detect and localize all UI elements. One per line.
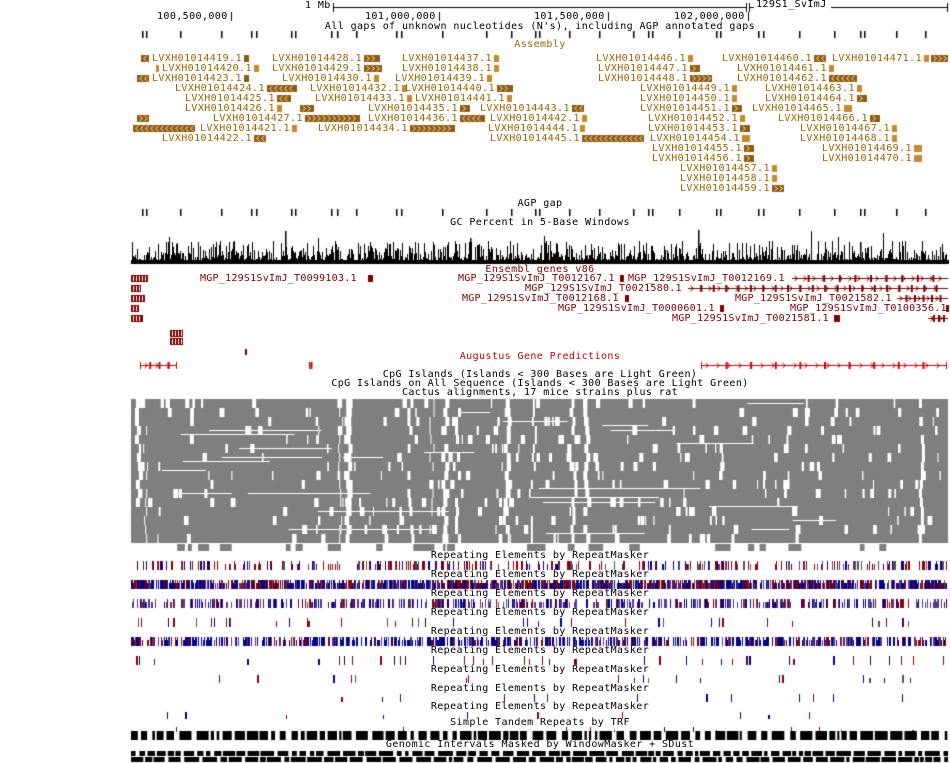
- track-title-ensembl[interactable]: Ensembl genes v86: [485, 264, 595, 275]
- track-title-augustus[interactable]: Augustus Gene Predictions: [459, 351, 621, 362]
- track-title-gaps[interactable]: All gaps of unknown nucleotides (N's), i…: [324, 21, 756, 32]
- gene-label[interactable]: MGP_129S1SvImJ_T0012167.1: [458, 273, 615, 284]
- contig-label[interactable]: LVXH01014449.1: [640, 83, 730, 94]
- track-title-windowmasker[interactable]: Genomic Intervals Masked by WindowMasker…: [385, 739, 695, 750]
- contig-label[interactable]: LVXH01014453.1: [648, 123, 738, 134]
- gene-label[interactable]: MGP_129S1SvImJ_T0012169.1: [628, 273, 785, 284]
- contig-label[interactable]: LVXH01014467.1: [800, 123, 890, 134]
- contig-label[interactable]: LVXH01014464.1: [765, 93, 855, 104]
- contig-label[interactable]: LVXH01014456.1: [652, 153, 742, 164]
- track-title-assembly[interactable]: Assembly: [514, 39, 566, 50]
- contig-label[interactable]: LVXH01014426.1: [185, 103, 275, 114]
- track-title-repeatmasker-4[interactable]: Repeating Elements by RepeatMasker: [430, 607, 650, 618]
- contig-label[interactable]: LVXH01014448.1: [598, 73, 688, 84]
- gene-label[interactable]: MGP_129S1SvImJ_T0021580.1: [525, 283, 682, 294]
- contig-label[interactable]: LVXH01014469.1: [822, 143, 912, 154]
- contig-label[interactable]: LVXH01014419.1: [152, 53, 242, 64]
- contig-label[interactable]: LVXH01014460.1: [722, 53, 812, 64]
- gene-label[interactable]: MGP_129S1SvImJ_T0100356.1: [790, 303, 947, 314]
- contig-label[interactable]: LVXH01014427.1: [213, 113, 303, 124]
- contig-label[interactable]: LVXH01014462.1: [737, 73, 827, 84]
- contig-label[interactable]: LVXH01014447.1: [598, 63, 688, 74]
- contig-label[interactable]: LVXH01014470.1: [822, 153, 912, 164]
- contig-label[interactable]: LVXH01014458.1: [680, 173, 770, 184]
- track-title-trf[interactable]: Simple Tandem Repeats by TRF: [450, 717, 630, 728]
- coordinate-label: 101,000,000: [365, 11, 436, 22]
- contig-label[interactable]: LVXH01014424.1: [175, 83, 265, 94]
- gene-label[interactable]: MGP_129S1SvImJ_T0099103.1: [200, 273, 357, 284]
- contig-label[interactable]: LVXH01014451.1: [640, 103, 730, 114]
- contig-label[interactable]: LVXH01014441.1: [415, 93, 505, 104]
- track-title-cpg-islands[interactable]: CpG Islands (Islands < 300 Bases are Lig…: [382, 369, 698, 380]
- contig-label[interactable]: LVXH01014461.1: [737, 63, 827, 74]
- contig-label[interactable]: LVXH01014430.1: [282, 73, 372, 84]
- track-title-repeatmasker-7[interactable]: Repeating Elements by RepeatMasker: [430, 664, 650, 675]
- contig-label[interactable]: LVXH01014422.1: [162, 133, 252, 144]
- contig-label[interactable]: LVXH01014452.1: [648, 113, 738, 124]
- contig-label[interactable]: LVXH01014463.1: [765, 83, 855, 94]
- contig-label[interactable]: LVXH01014421.1: [200, 123, 290, 134]
- track-title-repeatmasker-5[interactable]: Repeating Elements by RepeatMasker: [430, 626, 650, 637]
- gene-label[interactable]: MGP_129S1SvImJ_T0000601.1: [558, 303, 715, 314]
- contig-label[interactable]: LVXH01014444.1: [488, 123, 578, 134]
- contig-label[interactable]: LVXH01014454.1: [650, 133, 740, 144]
- contig-label[interactable]: LVXH01014433.1: [315, 93, 405, 104]
- gene-label[interactable]: MGP_129S1SvImJ_T0021581.1: [672, 313, 829, 324]
- contig-label[interactable]: LVXH01014455.1: [652, 143, 742, 154]
- contig-label[interactable]: LVXH01014425.1: [185, 93, 275, 104]
- contig-label[interactable]: LVXH01014471.1: [832, 53, 922, 64]
- contig-label[interactable]: LVXH01014420.1: [162, 63, 252, 74]
- contig-label[interactable]: LVXH01014440.1: [405, 83, 495, 94]
- track-title-repeatmasker-9[interactable]: Repeating Elements by RepeatMasker: [430, 701, 650, 712]
- contig-label[interactable]: LVXH01014432.1: [310, 83, 400, 94]
- contig-label[interactable]: LVXH01014437.1: [402, 53, 492, 64]
- contig-label[interactable]: LVXH01014445.1: [490, 133, 580, 144]
- contig-label[interactable]: LVXH01014450.1: [640, 93, 730, 104]
- contig-label[interactable]: LVXH01014434.1: [318, 123, 408, 134]
- gene-label[interactable]: MGP_129S1SvImJ_T0021582.1: [735, 293, 892, 304]
- contig-label[interactable]: LVXH01014428.1: [272, 53, 362, 64]
- coordinate-label: 102,000,000: [674, 11, 745, 22]
- scale-label: 1 Mb: [305, 0, 331, 11]
- contig-label[interactable]: LVXH01014443.1: [480, 103, 570, 114]
- coordinate-label: 100,500,000: [157, 11, 228, 22]
- track-title-cactus[interactable]: Cactus alignments, 17 mice strains plus …: [401, 387, 679, 398]
- track-title-gc-percent[interactable]: GC Percent in 5-Base Windows: [450, 217, 630, 228]
- track-title-cpg-all-seq[interactable]: CpG Islands on All Sequence (Islands < 3…: [331, 378, 749, 389]
- contig-label[interactable]: LVXH01014457.1: [680, 163, 770, 174]
- contig-label[interactable]: LVXH01014446.1: [596, 53, 686, 64]
- contig-label[interactable]: LVXH01014466.1: [778, 113, 868, 124]
- contig-label[interactable]: LVXH01014435.1: [368, 103, 458, 114]
- contig-label[interactable]: LVXH01014439.1: [395, 73, 485, 84]
- track-title-agp-gap[interactable]: AGP gap: [517, 198, 563, 209]
- contig-label[interactable]: LVXH01014429.1: [272, 63, 362, 74]
- contig-label[interactable]: LVXH01014438.1: [402, 63, 492, 74]
- track-title-repeatmasker-8[interactable]: Repeating Elements by RepeatMasker: [430, 683, 650, 694]
- track-title-repeatmasker-2[interactable]: Repeating Elements by RepeatMasker: [430, 569, 650, 580]
- gene-label[interactable]: MGP_129S1SvImJ_T0012168.1: [462, 293, 619, 304]
- track-title-repeatmasker-6[interactable]: Repeating Elements by RepeatMasker: [430, 645, 650, 656]
- contig-label[interactable]: LVXH01014442.1: [490, 113, 580, 124]
- contig-label[interactable]: LVXH01014459.1: [680, 183, 770, 194]
- coordinate-label: 101,500,000: [534, 11, 605, 22]
- track-title-repeatmasker-1[interactable]: Repeating Elements by RepeatMasker: [430, 550, 650, 561]
- contig-label[interactable]: LVXH01014465.1: [752, 103, 842, 114]
- contig-label[interactable]: LVXH01014468.1: [800, 133, 890, 144]
- contig-label[interactable]: LVXH01014436.1: [368, 113, 458, 124]
- track-title-repeatmasker-3[interactable]: Repeating Elements by RepeatMasker: [430, 588, 650, 599]
- sequence-label: 129S1_SvImJ: [756, 0, 827, 10]
- contig-label[interactable]: LVXH01014423.1: [152, 73, 242, 84]
